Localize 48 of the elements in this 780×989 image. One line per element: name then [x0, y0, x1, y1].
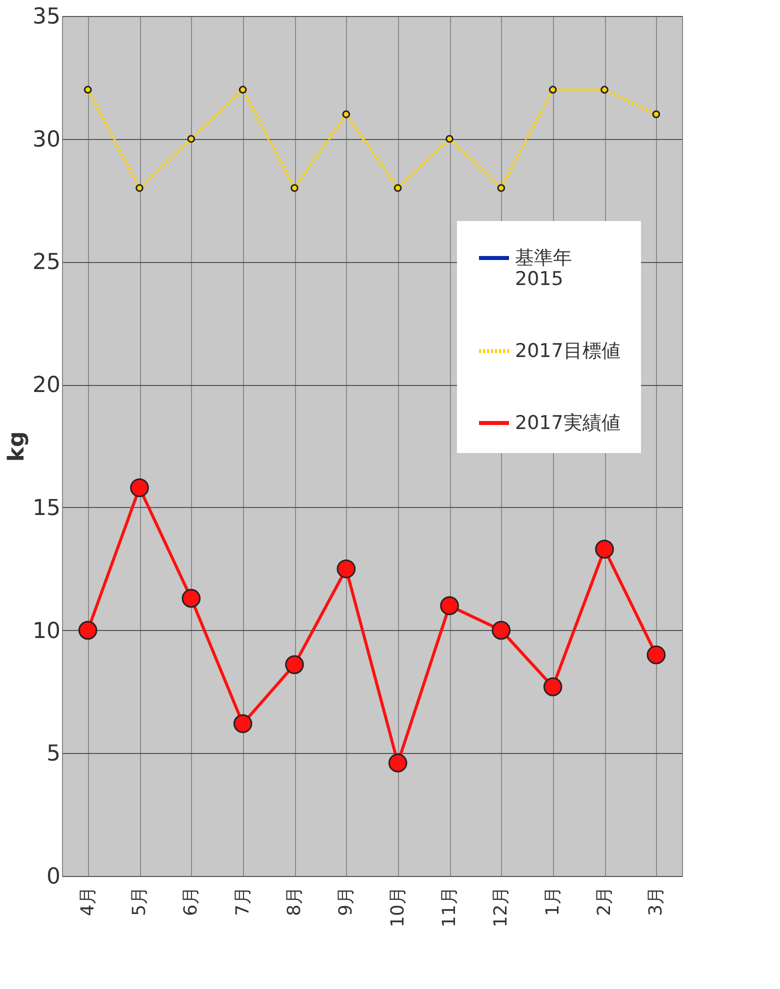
- x-tick-label: 4月: [77, 886, 98, 916]
- y-tick-label: 35: [32, 4, 60, 30]
- x-tick-label: 9月: [336, 886, 357, 916]
- y-tick-label: 0: [46, 864, 60, 890]
- y-tick-label: 5: [46, 742, 60, 767]
- point: [136, 184, 144, 192]
- point: [440, 596, 459, 616]
- x-tick-label: 6月: [180, 886, 202, 916]
- point: [130, 478, 149, 498]
- y-tick-label: 20: [32, 373, 60, 398]
- legend-label: 基準年 2015: [515, 247, 572, 290]
- point: [78, 620, 98, 640]
- x-tick-label: 10月: [387, 886, 408, 928]
- y-tick-label: 30: [32, 127, 60, 152]
- point: [336, 559, 356, 578]
- point: [492, 620, 511, 640]
- point: [548, 86, 557, 94]
- y-axis-title: kg: [4, 431, 30, 462]
- point: [497, 184, 506, 192]
- point: [290, 184, 298, 192]
- x-tick-label: 12月: [490, 886, 512, 928]
- point: [233, 714, 252, 734]
- x-tick-label: 11月: [439, 886, 460, 928]
- x-tick-label: 3月: [646, 886, 667, 916]
- x-tick-label: 8月: [284, 886, 305, 916]
- y-tick-label: 25: [32, 250, 60, 276]
- x-tick-label: 2月: [594, 886, 615, 916]
- point: [182, 588, 201, 608]
- x-tick-label: 5月: [129, 886, 150, 916]
- x-tick-label: 1月: [542, 886, 564, 916]
- point: [646, 645, 666, 664]
- point: [600, 86, 608, 94]
- y-tick-label: 10: [32, 618, 60, 644]
- point: [595, 540, 614, 559]
- legend-label: 2017目標値: [515, 340, 620, 362]
- legend-label: 2017実績値: [515, 412, 620, 434]
- x-tick-label: 7月: [232, 886, 254, 916]
- point: [388, 754, 408, 772]
- point: [238, 86, 247, 94]
- point: [84, 86, 92, 94]
- point: [342, 110, 350, 118]
- point: [285, 655, 304, 674]
- point: [543, 677, 562, 696]
- point: [394, 184, 402, 192]
- point: [446, 134, 454, 143]
- point: [187, 134, 196, 143]
- y-tick-label: 15: [32, 496, 60, 521]
- point: [652, 110, 660, 118]
